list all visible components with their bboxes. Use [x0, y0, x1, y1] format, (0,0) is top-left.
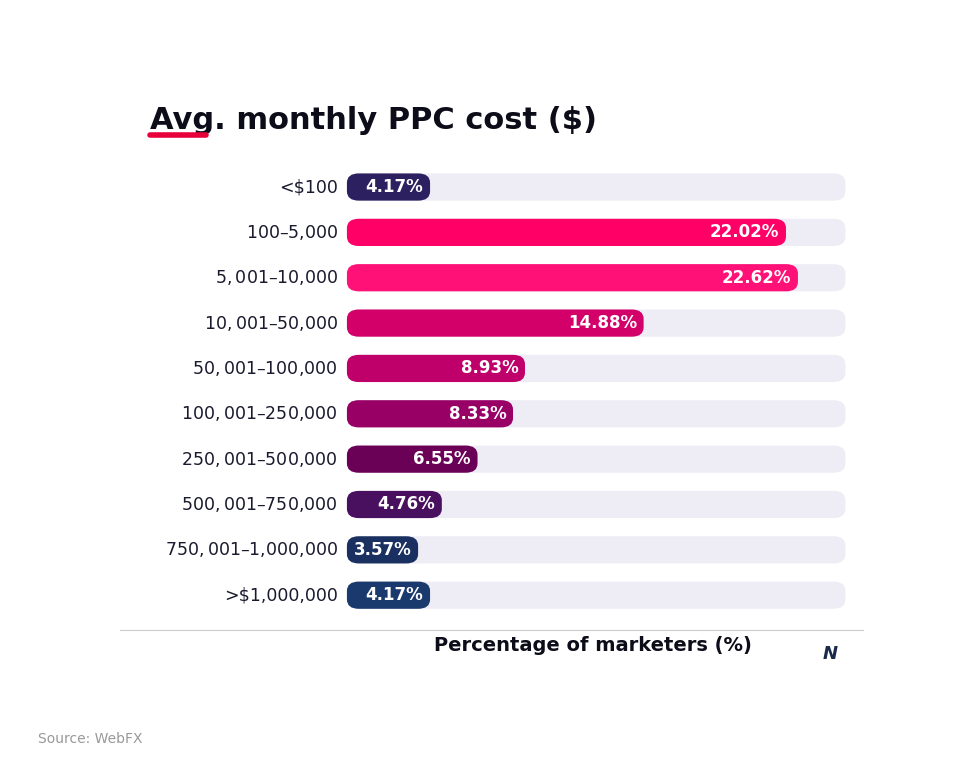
Text: 4.17%: 4.17% [366, 178, 423, 196]
Text: <$100: <$100 [279, 178, 338, 196]
Text: 3.57%: 3.57% [353, 541, 412, 559]
FancyBboxPatch shape [347, 445, 477, 473]
FancyBboxPatch shape [347, 491, 846, 518]
FancyBboxPatch shape [347, 401, 846, 427]
FancyBboxPatch shape [347, 581, 430, 609]
Text: 22.02%: 22.02% [709, 223, 780, 242]
FancyBboxPatch shape [347, 537, 419, 563]
FancyBboxPatch shape [347, 309, 846, 337]
FancyBboxPatch shape [347, 173, 430, 201]
Text: $100,001–$250,000: $100,001–$250,000 [181, 404, 338, 423]
FancyBboxPatch shape [347, 264, 846, 291]
FancyBboxPatch shape [347, 537, 846, 563]
FancyBboxPatch shape [347, 355, 525, 382]
Text: $10,001–$50,000: $10,001–$50,000 [204, 314, 338, 333]
Text: $5,001–$10,000: $5,001–$10,000 [215, 268, 338, 287]
Text: 4.76%: 4.76% [377, 496, 435, 514]
Text: 14.88%: 14.88% [567, 314, 636, 332]
Text: N: N [823, 645, 838, 663]
Text: 8.93%: 8.93% [461, 359, 518, 378]
Text: 8.33%: 8.33% [448, 405, 506, 423]
Text: $250,001–$500,000: $250,001–$500,000 [181, 450, 338, 469]
Text: $50,001–$100,000: $50,001–$100,000 [192, 359, 338, 378]
FancyBboxPatch shape [347, 401, 513, 427]
Text: $100–$5,000: $100–$5,000 [246, 223, 338, 242]
Text: $500,001–$750,000: $500,001–$750,000 [181, 495, 338, 514]
FancyBboxPatch shape [347, 219, 786, 246]
FancyBboxPatch shape [347, 355, 846, 382]
FancyBboxPatch shape [347, 491, 442, 518]
Text: Avg. monthly PPC cost ($): Avg. monthly PPC cost ($) [150, 106, 597, 135]
Text: 22.62%: 22.62% [722, 269, 791, 287]
FancyBboxPatch shape [347, 264, 798, 291]
Text: $750,001–$1,000,000: $750,001–$1,000,000 [165, 540, 338, 559]
FancyBboxPatch shape [347, 309, 643, 337]
FancyBboxPatch shape [347, 219, 846, 246]
Text: 6.55%: 6.55% [414, 450, 470, 468]
FancyBboxPatch shape [347, 445, 846, 473]
Text: >$1,000,000: >$1,000,000 [224, 586, 338, 604]
FancyBboxPatch shape [347, 173, 846, 201]
Text: Percentage of marketers (%): Percentage of marketers (%) [434, 636, 752, 655]
Text: Source: WebFX: Source: WebFX [38, 733, 143, 746]
FancyBboxPatch shape [347, 581, 846, 609]
Text: 4.17%: 4.17% [366, 586, 423, 604]
